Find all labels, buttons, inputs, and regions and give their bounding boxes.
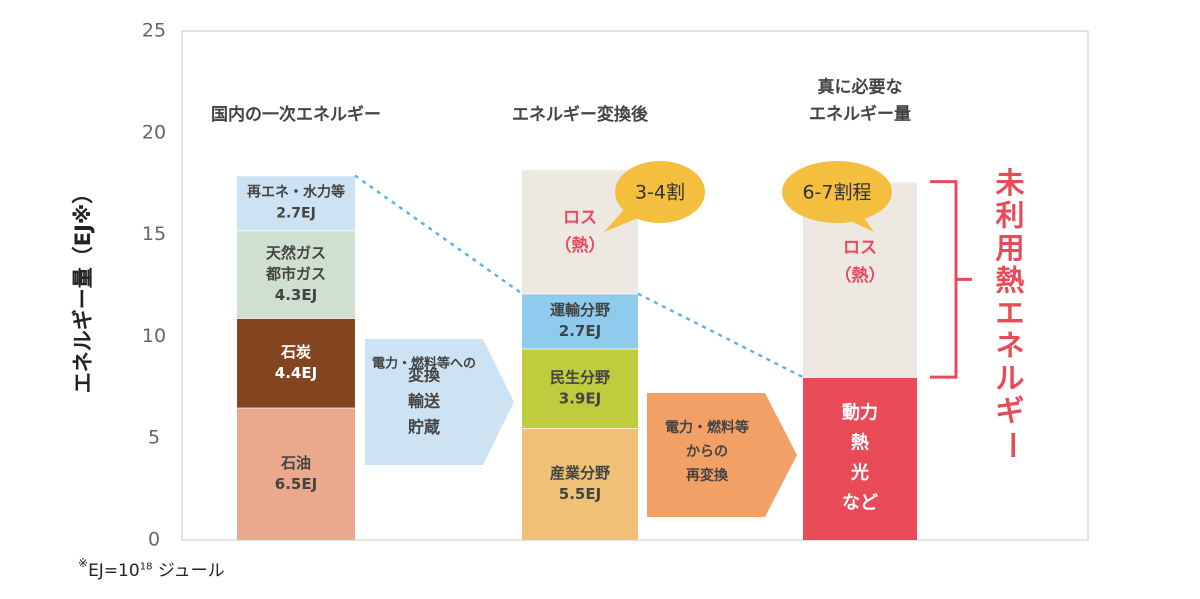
arrow-convert-label-line: 輸送	[408, 392, 441, 411]
unused-heat-char: 用	[995, 231, 1024, 265]
segment-label-gas-line: 天然ガス	[266, 244, 326, 262]
bubble-loss-ratio-2-text: 6-7割程	[802, 182, 871, 204]
y-tick-label: 5	[148, 427, 160, 449]
segment-label-renew-line: 再エネ・水力等	[247, 184, 345, 201]
unused-heat-char: ギ	[995, 394, 1024, 428]
bubble-loss-ratio-text: 3-4割	[635, 182, 685, 204]
bar-segment-oil	[237, 407, 355, 540]
arrow-convert-label-line: 貯蔵	[408, 418, 440, 437]
unused-heat-bracket	[930, 180, 958, 379]
bubble-loss-ratio-2-tail	[838, 210, 874, 232]
footnote: ※EJ=1018 ジュール	[78, 556, 225, 581]
segment-label-transport-line: 2.7EJ	[559, 322, 601, 340]
y-axis-label: エネルギー量（EJ※）	[71, 183, 95, 394]
footnote-mark: ※	[78, 556, 89, 570]
arrow-convert-shape	[365, 339, 514, 465]
column-title-needed-line: 真に必要な	[818, 77, 903, 98]
bar-segment-industry	[522, 428, 638, 540]
segment-label-gas-line: 4.3EJ	[275, 286, 317, 304]
arrow-convert-label-line: 変換	[408, 366, 441, 385]
bubble-loss-ratio-2-shape	[782, 161, 892, 223]
segment-label-needed-use-line: 熱	[851, 432, 869, 454]
segment-label-coal-line: 4.4EJ	[275, 364, 317, 382]
arrow-convert-label-line: 電力・燃料等への	[372, 356, 476, 372]
guide-line-converted	[637, 292, 804, 379]
bar-segment-needed-use	[803, 377, 917, 540]
segment-label-oil-line: 石油	[280, 454, 311, 472]
footnote-text: EJ=10	[88, 561, 140, 581]
unused-heat-char: エ	[995, 296, 1024, 330]
segment-label-coal-line: 石炭	[280, 343, 311, 361]
segment-label-gas-line: 都市ガス	[265, 265, 326, 283]
segment-label-needed-use-line: 動力	[842, 402, 878, 424]
unused-heat-char: ー	[995, 430, 1029, 459]
bar-segment-coal	[237, 318, 355, 408]
y-tick-label: 20	[142, 121, 166, 143]
y-tick-label: 15	[142, 223, 166, 245]
unused-heat-char: ネ	[995, 329, 1024, 363]
unused-heat-char: ル	[995, 361, 1024, 395]
column-title-primary-line: 国内の一次エネルギー	[211, 104, 381, 125]
column-title-needed-line: エネルギー量	[809, 104, 911, 125]
y-tick-label: 0	[148, 529, 160, 551]
bar-segment-residential	[522, 348, 638, 429]
bubble-loss-ratio-shape	[615, 161, 705, 223]
segment-label-industry-line: 産業分野	[550, 464, 610, 482]
bar-segment-gas	[237, 230, 355, 319]
unused-heat-char: 未	[995, 166, 1024, 200]
arrow-reconvert-label-line: 電力・燃料等	[665, 419, 749, 436]
segment-label-residential-line: 民生分野	[550, 368, 610, 386]
segment-label-oil-line: 6.5EJ	[275, 475, 317, 493]
footnote-exponent: 18	[139, 561, 153, 573]
segment-label-loss-line: ロス	[563, 208, 597, 228]
segment-label-renew-line: 2.7EJ	[276, 206, 316, 222]
segment-label-transport-line: 運輸分野	[550, 301, 610, 319]
arrow-reconvert-label-line: 再変換	[686, 467, 729, 484]
bar-segment-renew	[237, 175, 355, 231]
segment-label-industry-line: 5.5EJ	[559, 485, 601, 503]
footnote-unit: ジュール	[152, 561, 225, 581]
segment-label-needed-use-line: など	[842, 493, 878, 514]
unused-heat-char: 利	[995, 199, 1024, 233]
bubble-loss-ratio-tail	[604, 205, 648, 232]
unused-heat-char: 熱	[995, 264, 1024, 298]
segment-label-needed-use-line: 光	[850, 462, 869, 484]
arrow-reconvert-shape	[647, 393, 797, 517]
segment-label-loss2-line: ロス	[843, 238, 877, 258]
arrow-reconvert-label-line: からの	[686, 444, 728, 460]
y-tick-label: 10	[142, 325, 166, 347]
guide-line-primary	[354, 174, 523, 295]
segment-label-loss-line: （熱）	[555, 235, 606, 256]
column-title-converted-line: エネルギー変換後	[512, 104, 649, 125]
segment-label-residential-line: 3.9EJ	[559, 389, 601, 407]
y-tick-label: 25	[142, 20, 166, 42]
bar-segment-transport	[522, 293, 638, 349]
segment-label-loss2-line: （熱）	[835, 265, 886, 286]
